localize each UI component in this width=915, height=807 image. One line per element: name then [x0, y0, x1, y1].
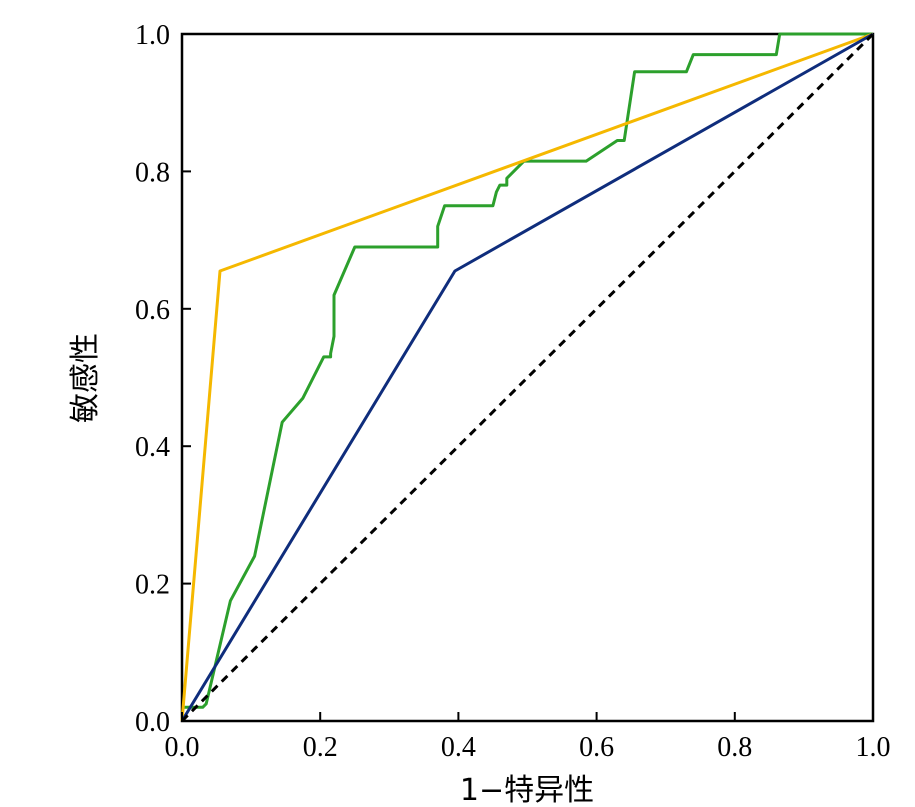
x-tick-label: 0.2 — [303, 732, 338, 763]
roc-curve-3 — [180, 32, 874, 722]
y-tick-label: 1.0 — [135, 20, 170, 51]
reference-diagonal-line — [180, 32, 875, 723]
x-tick-label: 0.8 — [717, 732, 752, 763]
x-axis-title: 1−特异性 — [460, 773, 594, 807]
y-tick-label: 0.0 — [135, 707, 170, 738]
x-tick-label: 1.0 — [856, 732, 891, 763]
y-tick-label: 0.6 — [135, 295, 170, 326]
x-tick-label: 0.0 — [165, 732, 200, 763]
roc-curve-2 — [180, 32, 874, 722]
roc-curve-1 — [182, 32, 873, 709]
y-axis-title: 敏感性 — [68, 333, 103, 423]
x-tick-label: 0.4 — [441, 732, 476, 763]
y-tick-label: 0.8 — [135, 157, 170, 188]
y-tick-label: 0.4 — [135, 432, 170, 463]
y-tick-label: 0.2 — [135, 570, 170, 601]
plot-frame — [180, 32, 875, 723]
tick-layer: 0.0 0.2 0.4 0.6 0.8 1.0 0.0 0.2 0.4 0.6 0.8 1.0 — [135, 20, 891, 763]
x-tick-label: 0.6 — [579, 732, 614, 763]
series-layer — [180, 32, 875, 723]
